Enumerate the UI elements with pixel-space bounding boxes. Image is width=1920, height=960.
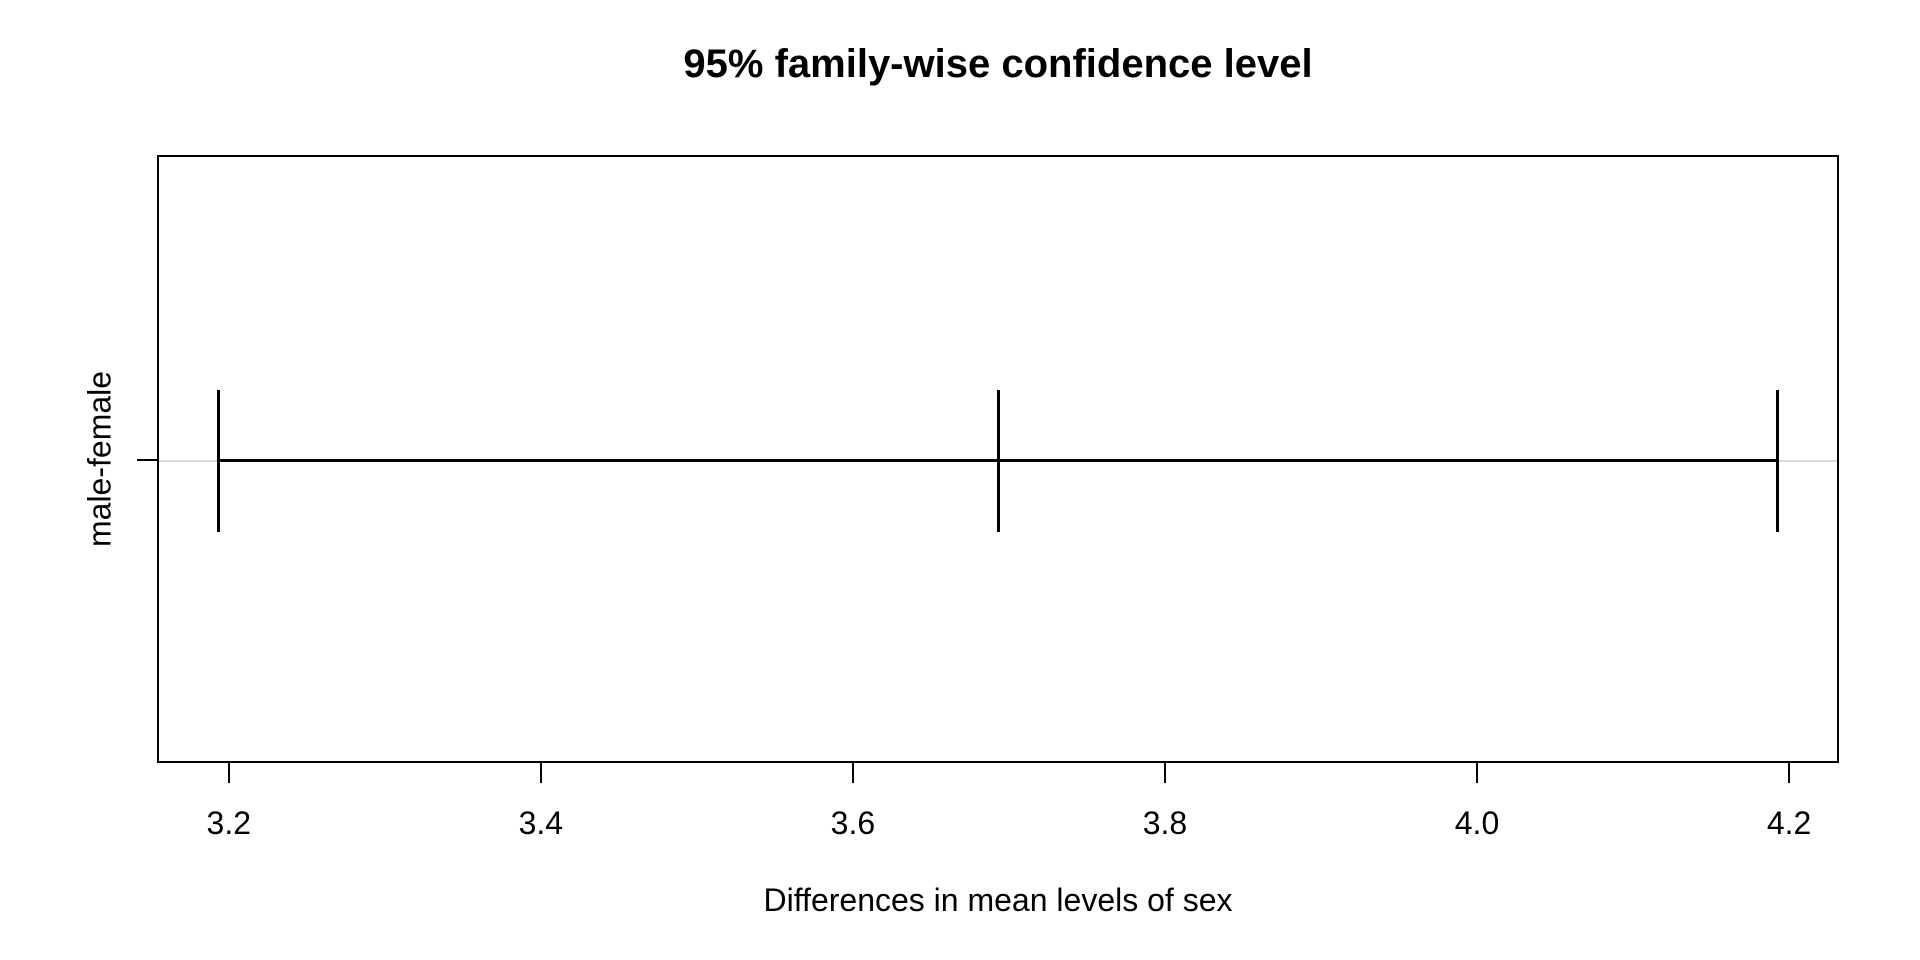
x-tick-label: 3.6: [830, 805, 876, 841]
chart-title: 95% family-wise confidence level: [683, 42, 1313, 86]
x-tick-label: 3.2: [206, 805, 251, 841]
x-tick-mark: [1476, 763, 1478, 783]
x-axis-label: Differences in mean levels of sex: [763, 882, 1233, 918]
ci-lower-whisker: [216, 390, 220, 532]
x-tick-label: 3.4: [518, 805, 564, 841]
x-tick-label: 4.2: [1766, 805, 1812, 841]
x-tick-mark: [1788, 763, 1791, 783]
x-tick-mark: [1163, 763, 1166, 783]
x-tick-mark: [851, 763, 854, 783]
ci-center-whisker: [997, 390, 1000, 532]
x-tick-mark: [227, 763, 230, 783]
x-tick-label: 3.8: [1142, 805, 1188, 841]
x-tick-label: 4.0: [1454, 805, 1500, 841]
y-axis-label: male-female: [81, 370, 118, 548]
y-axis-tick: [137, 459, 157, 461]
plot-area: [157, 155, 1839, 763]
ci-upper-whisker: [1775, 390, 1779, 532]
x-tick-mark: [539, 763, 542, 783]
